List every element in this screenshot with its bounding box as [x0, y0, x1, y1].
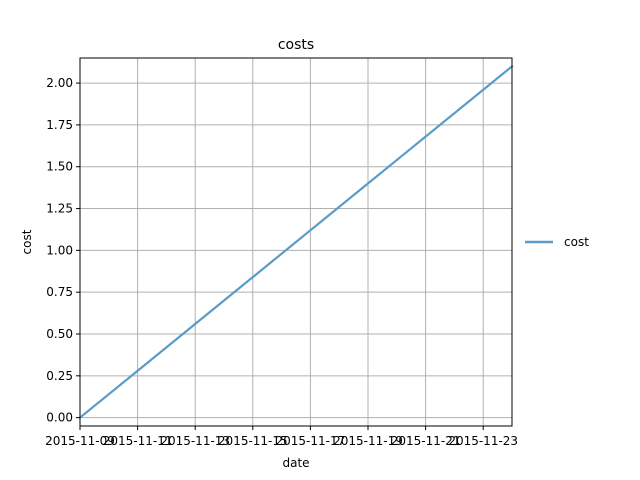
- x-tick-label: 2015-11-11: [103, 434, 173, 448]
- y-tick-label: 1.75: [46, 118, 73, 132]
- y-tick-label: 1.50: [46, 160, 73, 174]
- y-tick-label: 0.50: [46, 327, 73, 341]
- x-tick-label: 2015-11-19: [333, 434, 403, 448]
- chart-title: costs: [278, 37, 314, 53]
- x-axis-label: date: [282, 456, 309, 470]
- y-tick-label: 0.75: [46, 285, 73, 299]
- grid: [79, 58, 512, 426]
- y-tick-label: 0.25: [46, 369, 73, 383]
- y-axis-ticks: 0.00 0.25 0.50 0.75 1.00 1.25 1.50 1.75 2.00: [46, 76, 80, 425]
- y-axis-label: cost: [20, 229, 34, 254]
- series-line-cost: [78, 64, 514, 420]
- x-tick-label: 2015-11-15: [218, 434, 288, 448]
- y-tick-label: 0.00: [46, 411, 73, 425]
- legend: cost: [525, 235, 589, 249]
- series-layer: [78, 64, 514, 420]
- x-tick-label: 2015-11-23: [448, 434, 518, 448]
- y-tick-label: 1.00: [46, 243, 73, 257]
- y-tick-label: 1.25: [46, 202, 73, 216]
- legend-label-cost: cost: [564, 235, 589, 249]
- x-tick-label: 2015-11-17: [276, 434, 346, 448]
- x-tick-label: 2015-11-13: [160, 434, 230, 448]
- y-tick-label: 2.00: [46, 76, 73, 90]
- x-tick-label: 2015-11-21: [391, 434, 461, 448]
- x-tick-label: 2015-11-09: [45, 434, 115, 448]
- x-axis-ticks: 2015-11-092015-11-112015-11-132015-11-15…: [45, 426, 518, 448]
- plot-frame: [79, 57, 513, 427]
